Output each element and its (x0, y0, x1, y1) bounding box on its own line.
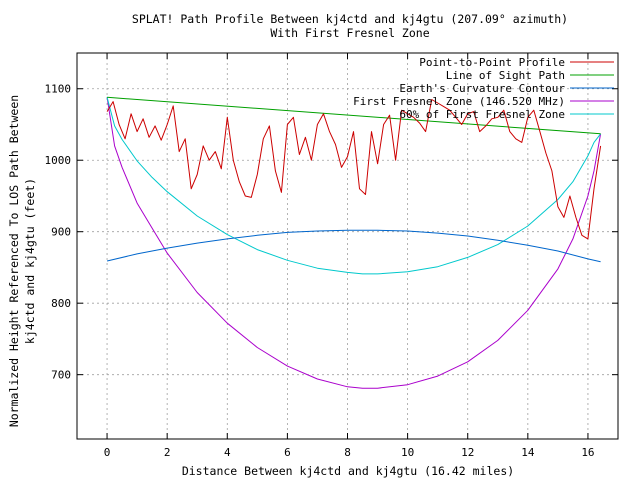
legend-label: Line of Sight Path (446, 69, 565, 82)
axis-ticks (77, 53, 618, 439)
x-tick-label: 10 (401, 446, 414, 459)
legend-label: First Fresnel Zone (146.520 MHz) (353, 95, 565, 108)
x-tick-label: 4 (224, 446, 231, 459)
data-series (106, 96, 602, 389)
x-tick-label: 12 (461, 446, 474, 459)
series-line-2 (106, 229, 601, 263)
y-axis-label-line2: kj4ctd and kj4gtu (feet) (23, 178, 37, 344)
chart-title: SPLAT! Path Profile Between kj4ctd and k… (132, 12, 568, 26)
y-axis-label-line1: Normalized Height Referenced To LOS Path… (7, 95, 21, 427)
x-tick-label: 2 (164, 446, 171, 459)
x-tick-label: 0 (104, 446, 111, 459)
y-tick-labels: 700 800 900 1000 1100 (45, 83, 72, 382)
legend-label: 60% of First Fresnel Zone (399, 108, 565, 121)
series-line-4 (106, 97, 601, 275)
plot-frame (76, 52, 619, 440)
x-tick-label: 14 (521, 446, 535, 459)
y-tick-label: 1000 (45, 154, 72, 167)
x-axis-label: Distance Between kj4ctd and kj4gtu (16.4… (182, 464, 514, 478)
legend-label: Earth's Curvature Contour (399, 82, 565, 95)
legend-label: Point-to-Point Profile (419, 56, 565, 69)
series-line-0 (106, 99, 602, 240)
y-tick-label: 800 (51, 297, 71, 310)
x-tick-label: 8 (344, 446, 351, 459)
x-tick-label: 6 (284, 446, 291, 459)
y-tick-label: 700 (51, 369, 71, 382)
x-tick-label: 16 (581, 446, 594, 459)
x-tick-labels: 0 2 4 6 8 10 12 14 16 (104, 446, 595, 459)
y-tick-label: 900 (51, 226, 71, 239)
series-line-3 (106, 97, 602, 389)
series-line-1 (107, 96, 601, 135)
grid-lines (77, 53, 618, 439)
y-tick-label: 1100 (45, 83, 72, 96)
chart-subtitle: With First Fresnel Zone (270, 26, 429, 40)
